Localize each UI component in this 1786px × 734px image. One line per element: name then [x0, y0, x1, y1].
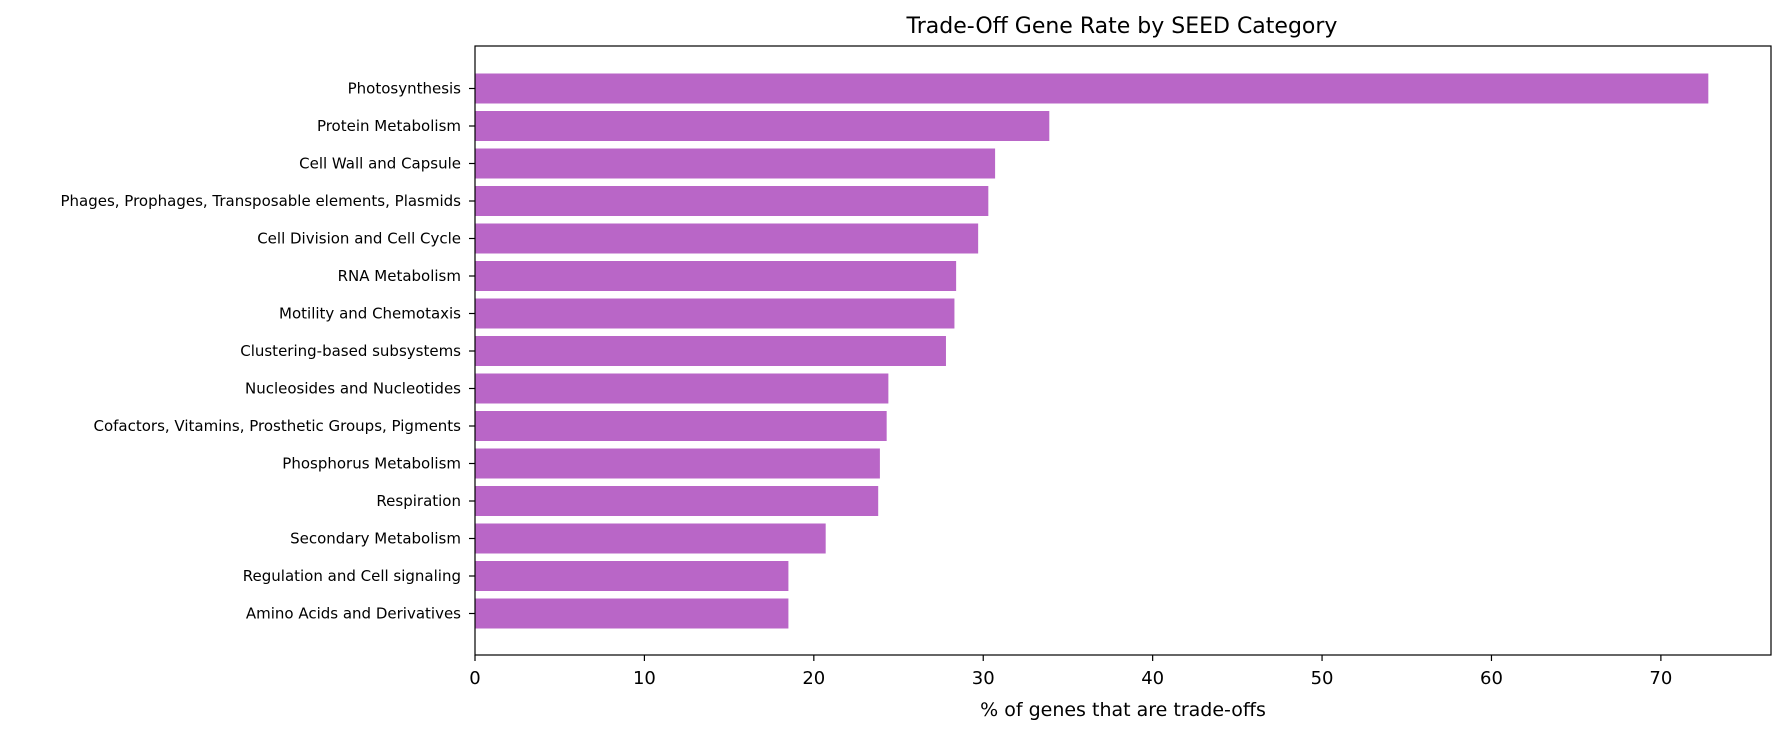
bar-motility-and-chemotaxis [475, 298, 955, 329]
bar-clustering-based-subsystems [475, 336, 946, 366]
x-tick-label: 0 [469, 668, 480, 689]
y-tick-label: Clustering-based subsystems [240, 342, 461, 360]
bar-secondary-metabolism [475, 523, 826, 554]
y-tick-label: Respiration [376, 492, 461, 510]
bar-photosynthesis [475, 73, 1709, 104]
bar-phages-prophages-transposable-elements-plasmids [475, 186, 989, 216]
chart-title: Trade-Off Gene Rate by SEED Category [906, 14, 1338, 39]
x-tick-label: 40 [1141, 668, 1164, 689]
x-tick-label: 70 [1649, 668, 1672, 689]
y-tick-label: Protein Metabolism [317, 117, 461, 135]
y-tick-label: Phosphorus Metabolism [282, 455, 461, 473]
bar-amino-acids-and-derivatives [475, 598, 789, 629]
x-tick-label: 20 [802, 668, 825, 689]
bar-cell-wall-and-capsule [475, 148, 996, 179]
x-tick-label: 30 [972, 668, 995, 689]
y-tick-label: Amino Acids and Derivatives [246, 605, 461, 623]
x-axis-ticks: 0 10 20 30 40 50 60 70 [469, 655, 1672, 689]
bar-regulation-and-cell-signaling [475, 561, 789, 591]
bars-layer [475, 73, 1709, 629]
bar-nucleosides-and-nucleotides [475, 373, 889, 404]
y-axis-ticks: Photosynthesis Protein Metabolism Cell Wal… [60, 80, 475, 623]
bar-rna-metabolism [475, 261, 957, 291]
x-tick-label: 60 [1480, 668, 1503, 689]
bar-protein-metabolism [475, 111, 1050, 141]
x-tick-label: 10 [633, 668, 656, 689]
y-tick-label: Phages, Prophages, Transposable elements… [60, 192, 461, 210]
y-tick-label: Motility and Chemotaxis [279, 305, 461, 323]
bar-phosphorus-metabolism [475, 448, 880, 479]
y-tick-label: Nucleosides and Nucleotides [245, 380, 461, 398]
y-tick-label: Secondary Metabolism [290, 530, 461, 548]
y-tick-label: Cell Division and Cell Cycle [257, 230, 461, 248]
bar-respiration [475, 486, 879, 516]
y-tick-label: RNA Metabolism [338, 267, 461, 285]
y-tick-label: Cell Wall and Capsule [299, 155, 461, 173]
x-axis-label: % of genes that are trade-offs [980, 699, 1266, 721]
y-tick-label: Regulation and Cell signaling [243, 567, 461, 585]
plot-frame [474, 45, 1772, 656]
bar-cofactors-vitamins-prosthetic-groups-pigments [475, 411, 887, 441]
bar-cell-division-and-cell-cycle [475, 223, 979, 254]
y-tick-label: Cofactors, Vitamins, Prosthetic Groups, … [93, 417, 461, 435]
y-tick-label: Photosynthesis [348, 80, 462, 98]
x-tick-label: 50 [1311, 668, 1334, 689]
